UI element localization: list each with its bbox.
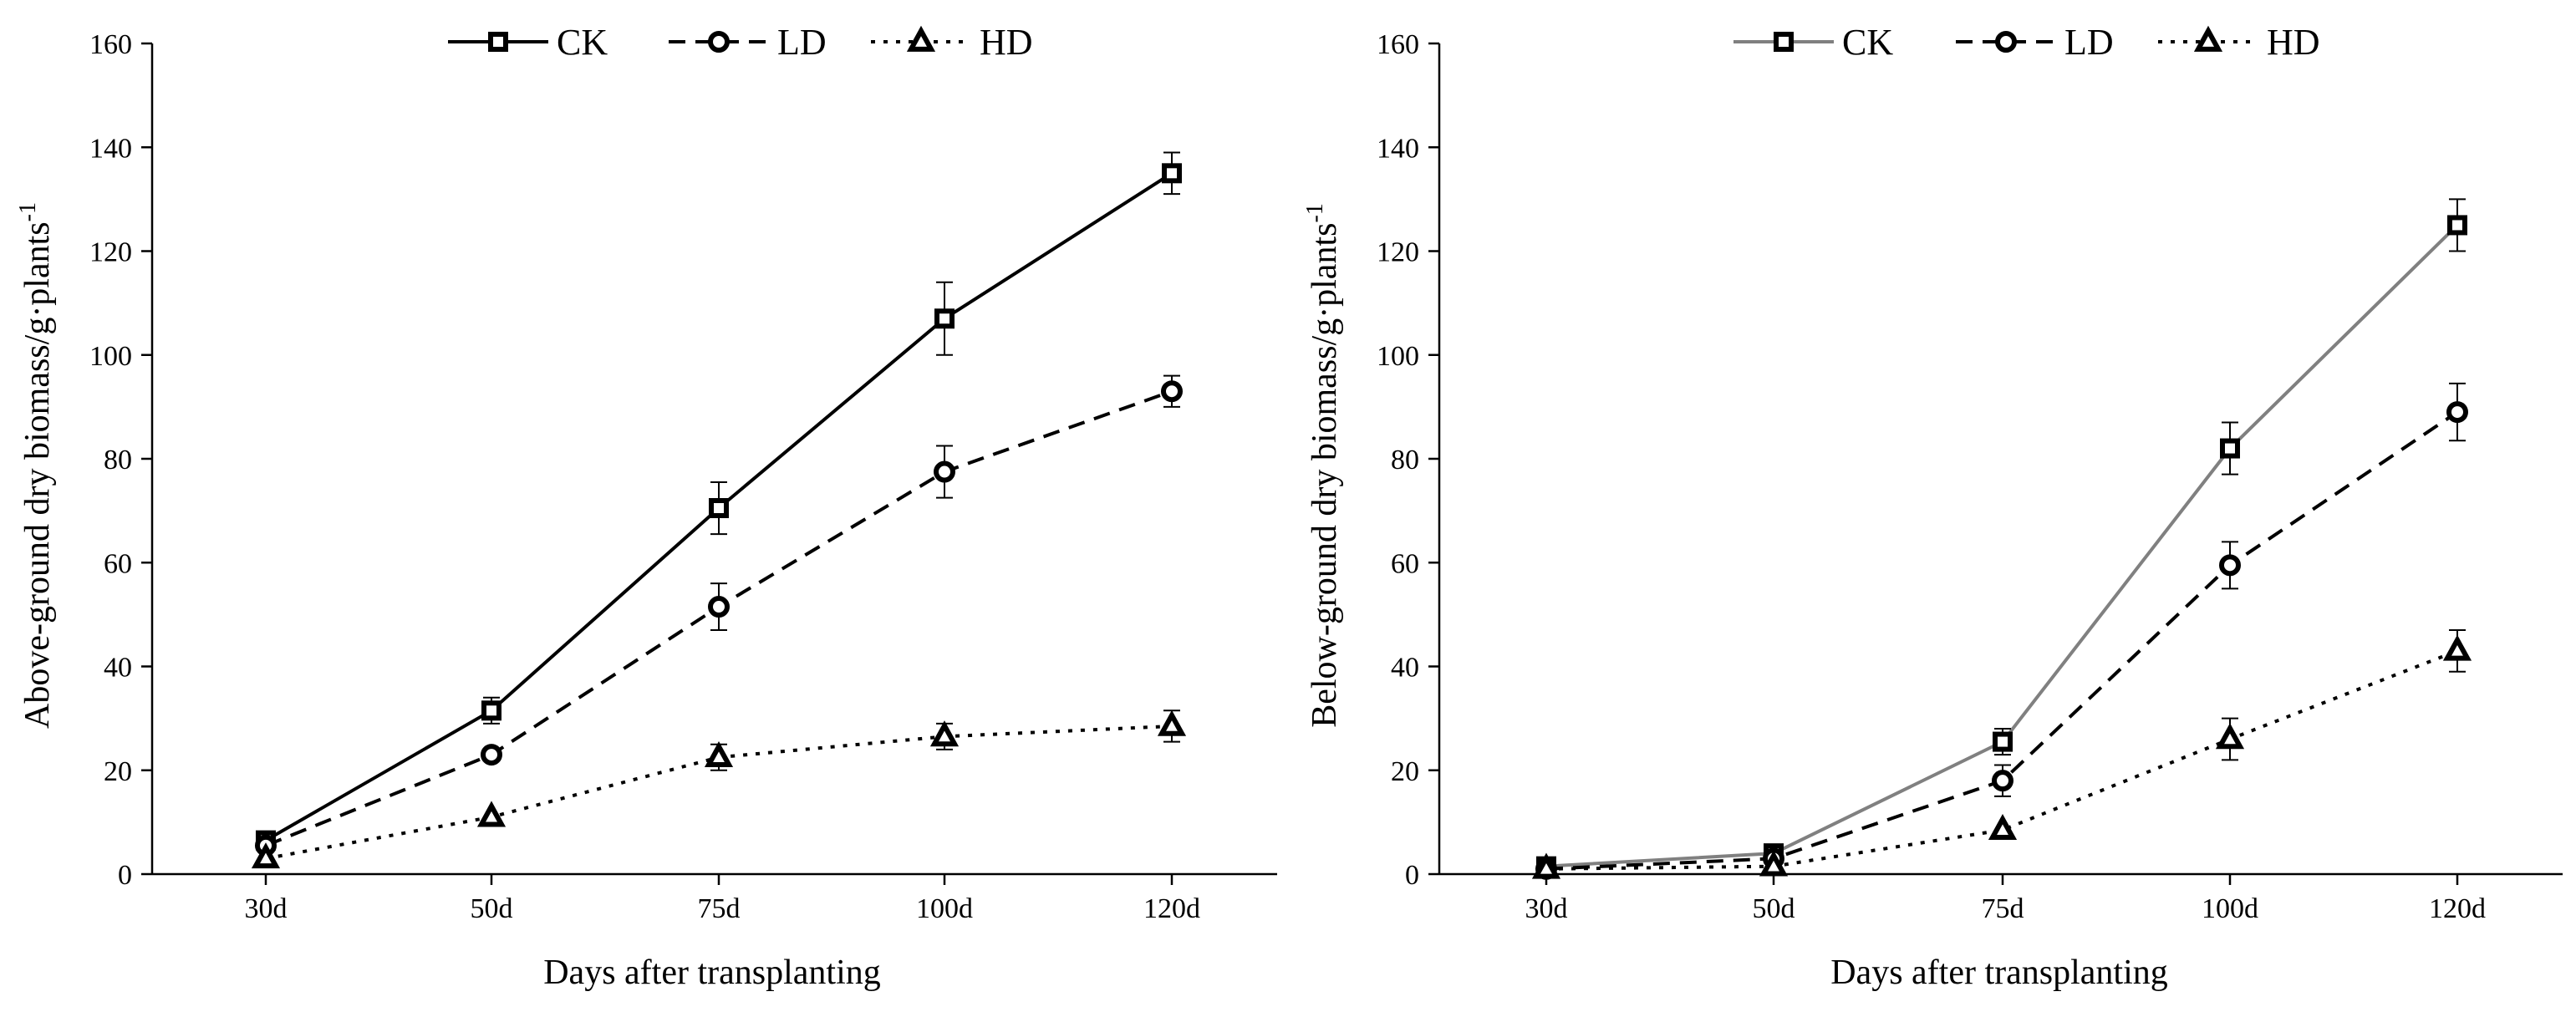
y-tick-label-40: 40 bbox=[1391, 653, 1419, 684]
y-tick-label-120: 120 bbox=[1377, 237, 1419, 268]
y-tick-label-140: 140 bbox=[1377, 133, 1419, 164]
legend-ck-point-1 bbox=[1774, 32, 1794, 52]
y-tick-label-80: 80 bbox=[1391, 445, 1419, 475]
y-tick-label-80: 80 bbox=[104, 445, 132, 475]
legend-label-ck: CK bbox=[1842, 22, 1893, 63]
y-tick-label-100: 100 bbox=[89, 341, 132, 372]
legend-label-ck: CK bbox=[557, 22, 608, 63]
y-tick-label-20: 20 bbox=[1391, 756, 1419, 787]
ck-point-4 bbox=[2220, 438, 2240, 459]
ld-point-4 bbox=[934, 460, 955, 483]
legend-ld-point-1 bbox=[708, 31, 730, 53]
x-tick-label-120d: 120d bbox=[2429, 893, 2486, 924]
hd-series-line bbox=[1545, 648, 2458, 871]
y-tick-label-0: 0 bbox=[1405, 860, 1419, 891]
ck-point-3 bbox=[1993, 731, 2013, 752]
hd-point-2 bbox=[476, 801, 507, 827]
y-tick-label-60: 60 bbox=[104, 548, 132, 579]
x-tick-label-30d: 30d bbox=[245, 893, 288, 924]
ld-point-3 bbox=[1992, 770, 2013, 792]
x-axis-title: Days after transplanting bbox=[543, 954, 881, 992]
x-tick-label-50d: 50d bbox=[1753, 893, 1795, 924]
x-tick-label-120d: 120d bbox=[1143, 893, 1200, 924]
legend-hd-point-1 bbox=[906, 25, 936, 52]
y-tick-label-20: 20 bbox=[104, 756, 132, 787]
x-tick-label-100d: 100d bbox=[2202, 893, 2258, 924]
x-tick-label-50d: 50d bbox=[471, 893, 513, 924]
x-tick-label-75d: 75d bbox=[698, 893, 741, 924]
hd-point-5 bbox=[1157, 709, 1187, 736]
hd-point-5 bbox=[2442, 634, 2472, 661]
hd-point-3 bbox=[1988, 813, 2018, 841]
ck-point-4 bbox=[934, 308, 955, 329]
x-axis-title: Days after transplanting bbox=[1830, 954, 2168, 992]
x-tick-label-100d: 100d bbox=[916, 893, 973, 924]
hd-point-1 bbox=[251, 842, 281, 869]
hd-point-1 bbox=[1531, 852, 1561, 879]
legend-label-hd: HD bbox=[2267, 22, 2320, 63]
legend-ld-point-1 bbox=[1995, 31, 2017, 53]
y-axis-title-superscript: -1 bbox=[15, 202, 41, 221]
above-ground-chart: 0 20 40 60 80 100 120 140 160 30d 50d 75d 100d 120d Da… bbox=[15, 22, 1277, 992]
legend-hd-point-1 bbox=[2193, 25, 2223, 52]
ck-point-3 bbox=[709, 498, 729, 519]
hd-point-4 bbox=[2215, 723, 2245, 750]
hd-point-3 bbox=[704, 740, 734, 768]
hd-point-4 bbox=[929, 720, 960, 747]
ck-point-2 bbox=[481, 700, 501, 721]
y-tick-label-0: 0 bbox=[118, 860, 132, 891]
ld-series-line bbox=[1545, 410, 2459, 871]
below-ground-chart: 0 20 40 60 80 100 120 140 160 30d 50d 75d 100d 120d Da… bbox=[1302, 22, 2563, 992]
y-tick-label-100: 100 bbox=[1377, 341, 1419, 372]
y-tick-label-60: 60 bbox=[1391, 548, 1419, 579]
ld-point-3 bbox=[708, 596, 730, 618]
y-tick-label-120: 120 bbox=[89, 237, 132, 268]
x-tick-label-30d: 30d bbox=[1525, 893, 1568, 924]
ck-point-5 bbox=[2447, 215, 2467, 236]
legend-label-ld: LD bbox=[2064, 22, 2114, 63]
y-tick-label-160: 160 bbox=[89, 29, 132, 60]
ld-point-5 bbox=[2446, 401, 2468, 424]
y-tick-label-140: 140 bbox=[89, 133, 132, 164]
legend-label-ld: LD bbox=[777, 22, 827, 63]
y-axis-title-superscript: -1 bbox=[1302, 203, 1328, 222]
ld-point-5 bbox=[1161, 380, 1183, 403]
ld-point-4 bbox=[2219, 554, 2241, 577]
ck-point-5 bbox=[1162, 163, 1182, 184]
ld-point-2 bbox=[481, 744, 502, 766]
y-tick-label-160: 160 bbox=[1377, 29, 1419, 60]
hd-point-2 bbox=[1759, 850, 1789, 877]
legend-ck-point-1 bbox=[488, 32, 508, 52]
legend-label-hd: HD bbox=[980, 22, 1033, 63]
y-axis-title: Above-ground dry biomass/g·plants-1 bbox=[15, 202, 57, 729]
x-tick-label-75d: 75d bbox=[1982, 893, 2024, 924]
y-axis-title: Below-ground dry biomass/g·plants-1 bbox=[1302, 203, 1344, 728]
y-tick-label-40: 40 bbox=[104, 653, 132, 684]
